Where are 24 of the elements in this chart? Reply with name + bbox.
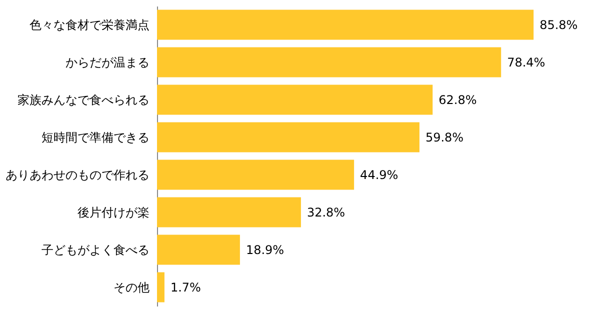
bar: [157, 160, 354, 190]
bar: [157, 10, 534, 40]
data-label: 62.8%: [438, 92, 477, 107]
y-tick-label: 後片付けが楽: [78, 205, 150, 220]
bar: [157, 197, 301, 228]
bar: [157, 122, 420, 152]
y-tick-label: ありあわせのもので作れる: [6, 168, 150, 182]
data-label: 1.7%: [170, 280, 201, 294]
bar: [157, 47, 502, 78]
y-tick-label: その他: [114, 280, 150, 294]
bar: [157, 272, 164, 302]
y-tick-label: 色々な食材で栄養満点: [30, 18, 150, 32]
data-label: 59.8%: [425, 130, 464, 144]
bar: [157, 234, 240, 265]
data-label: 85.8%: [540, 18, 578, 32]
y-tick-label: からだが温まる: [66, 55, 150, 70]
y-tick-label: 短時間で準備できる: [42, 130, 150, 144]
bar: [157, 84, 433, 115]
data-label: 78.4%: [507, 55, 546, 70]
data-label: 32.8%: [306, 205, 346, 220]
y-tick-label: 子どもがよく食べる: [42, 242, 150, 257]
data-label: 44.9%: [360, 168, 398, 182]
data-label: 18.9%: [246, 242, 284, 257]
y-tick-label: 家族みんなで食べられる: [18, 92, 150, 107]
